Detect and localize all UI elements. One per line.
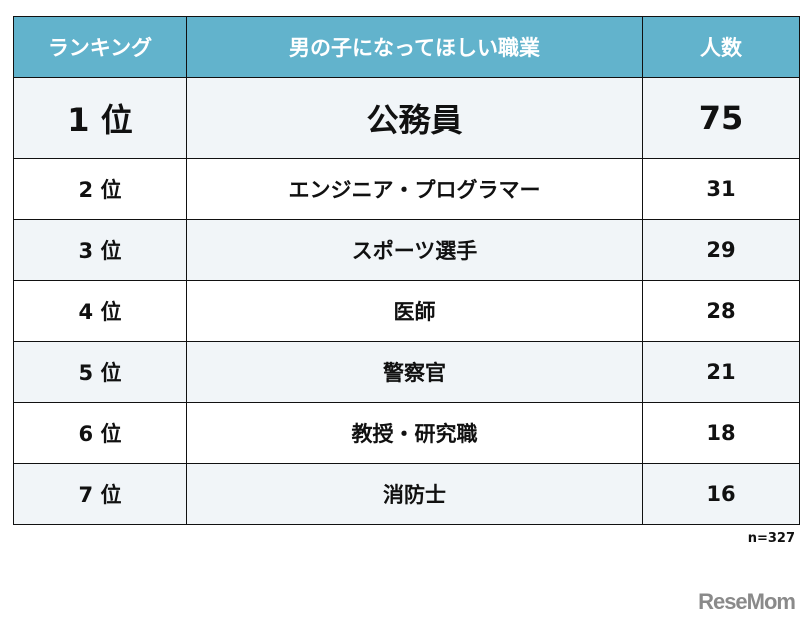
sample-size-label: n=327 <box>747 531 795 546</box>
rank-cell: 5 位 <box>13 341 187 403</box>
header-rank: ランキング <box>13 16 187 78</box>
header-job: 男の子になってほしい職業 <box>186 16 643 78</box>
resemom-logo: ReseMom <box>698 589 796 614</box>
job-cell: 医師 <box>186 280 643 342</box>
rank-cell: 4 位 <box>13 280 187 342</box>
table-row: 3 位 スポーツ選手 29 <box>13 219 800 281</box>
table-row: 2 位 エンジニア・プログラマー 31 <box>13 158 800 220</box>
header-count: 人数 <box>642 16 800 78</box>
count-cell: 18 <box>642 402 800 464</box>
count-cell: 75 <box>642 77 800 159</box>
job-cell: エンジニア・プログラマー <box>186 158 643 220</box>
count-cell: 28 <box>642 280 800 342</box>
header-row: ランキング 男の子になってほしい職業 人数 <box>13 16 800 78</box>
table-row: 6 位 教授・研究職 18 <box>13 402 800 464</box>
rank-cell: 6 位 <box>13 402 187 464</box>
job-cell: 教授・研究職 <box>186 402 643 464</box>
job-cell: スポーツ選手 <box>186 219 643 281</box>
count-cell: 16 <box>642 463 800 525</box>
table-row: 5 位 警察官 21 <box>13 341 800 403</box>
count-cell: 29 <box>642 219 800 281</box>
table-row: 1 位 公務員 75 <box>13 77 800 159</box>
rank-cell: 3 位 <box>13 219 187 281</box>
job-cell: 公務員 <box>186 77 643 159</box>
count-cell: 31 <box>642 158 800 220</box>
rank-cell: 7 位 <box>13 463 187 525</box>
job-cell: 警察官 <box>186 341 643 403</box>
rank-cell: 2 位 <box>13 158 187 220</box>
table-row: 7 位 消防士 16 <box>13 463 800 525</box>
table-row: 4 位 医師 28 <box>13 280 800 342</box>
job-cell: 消防士 <box>186 463 643 525</box>
ranking-table: ランキング 男の子になってほしい職業 人数 1 位 公務員 75 2 位 エンジ… <box>13 16 800 525</box>
rank-cell: 1 位 <box>13 77 187 159</box>
count-cell: 21 <box>642 341 800 403</box>
